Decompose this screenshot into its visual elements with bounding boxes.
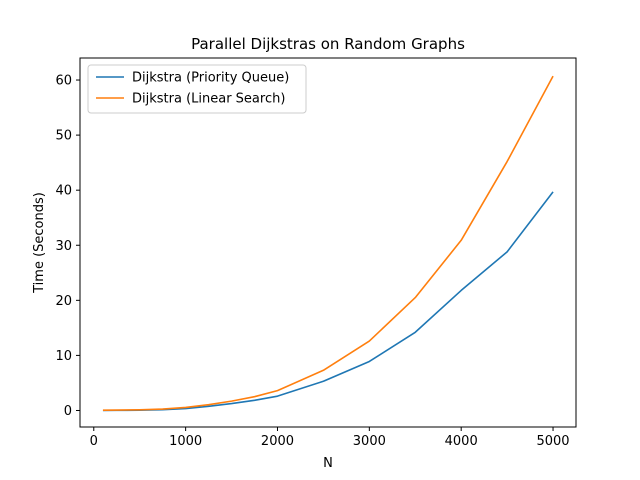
- y-tick-label: 20: [55, 294, 72, 309]
- y-tick-label: 50: [55, 129, 72, 144]
- x-tick-label: 0: [90, 434, 98, 449]
- y-axis-label: Time (Seconds): [32, 192, 47, 294]
- x-tick-label: 5000: [536, 434, 569, 449]
- legend-label-2: Dijkstra (Linear Search): [132, 92, 285, 107]
- chart-title: Parallel Dijkstras on Random Graphs: [191, 35, 465, 53]
- x-tick-label: 2000: [261, 434, 294, 449]
- y-tick-label: 0: [64, 404, 72, 419]
- x-tick-label: 4000: [445, 434, 478, 449]
- y-tick-label: 10: [55, 349, 72, 364]
- plot-area: [102, 75, 554, 412]
- y-tick-label: 60: [55, 74, 72, 89]
- x-axis-label: N: [323, 456, 333, 471]
- legend-label-1: Dijkstra (Priority Queue): [132, 71, 289, 86]
- axes-frame: [79, 57, 577, 428]
- y-tick-label: 40: [55, 184, 72, 199]
- series-line-1: [102, 191, 554, 412]
- legend: Dijkstra (Priority Queue) Dijkstra (Linea…: [87, 64, 307, 114]
- legend-box: [87, 64, 307, 114]
- x-tick-label: 3000: [353, 434, 386, 449]
- x-tick-label: 1000: [169, 434, 202, 449]
- y-tick-label: 30: [55, 239, 72, 254]
- series-line-2: [102, 75, 554, 411]
- axis-ticks: 0 1000 2000 3000 4000 5000 0 10 20 30 40 50 60: [55, 74, 569, 449]
